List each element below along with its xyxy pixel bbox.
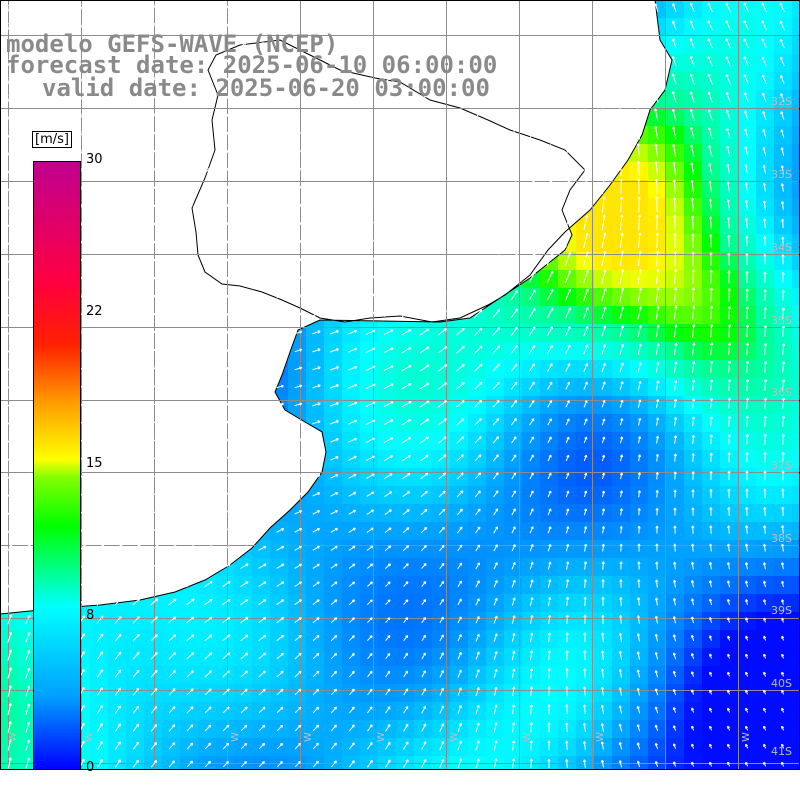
colorbar-tick-0: 0 — [86, 760, 95, 775]
lat-label: 32S — [771, 95, 792, 108]
lat-label: 39S — [771, 604, 792, 617]
lat-label: 37S — [771, 459, 792, 472]
model-title: modelo GEFS-WAVE (NCEP) — [6, 30, 339, 58]
colorbar-tick-15: 15 — [86, 456, 103, 471]
colorbar-unit: [m/s] — [32, 131, 72, 148]
lat-label: 33S — [771, 168, 792, 181]
wind-vectors — [7, 2, 786, 769]
colorbar-tick-8: 8 — [86, 608, 95, 623]
colorbar-tick-30: 30 — [86, 152, 103, 167]
lon-label: W — [449, 732, 460, 742]
lat-label: 36S — [771, 386, 792, 399]
lat-label: 41S — [771, 745, 792, 758]
land — [0, 0, 673, 615]
lon-label: W — [376, 732, 387, 742]
colorbar-tick-22: 22 — [86, 304, 103, 319]
forecast-date: forecast date: 2025-06-10 06:00:00 — [6, 51, 498, 79]
lon-label: W — [595, 732, 606, 742]
valid-date: valid date: 2025-06-20 03:00:00 — [42, 74, 490, 102]
lon-label: W — [522, 732, 533, 742]
lat-label: 38S — [771, 532, 792, 545]
lat-label: 35S — [771, 314, 792, 327]
lon-label: W — [8, 732, 19, 742]
lon-label: W — [230, 732, 241, 742]
lon-label: W — [741, 732, 752, 742]
lon-label: W — [84, 732, 95, 742]
lon-label: W — [303, 732, 314, 742]
lat-lon-grid — [0, 0, 800, 770]
lat-label: 34S — [771, 241, 792, 254]
lat-label: 40S — [771, 677, 792, 690]
colorbar — [33, 161, 81, 770]
